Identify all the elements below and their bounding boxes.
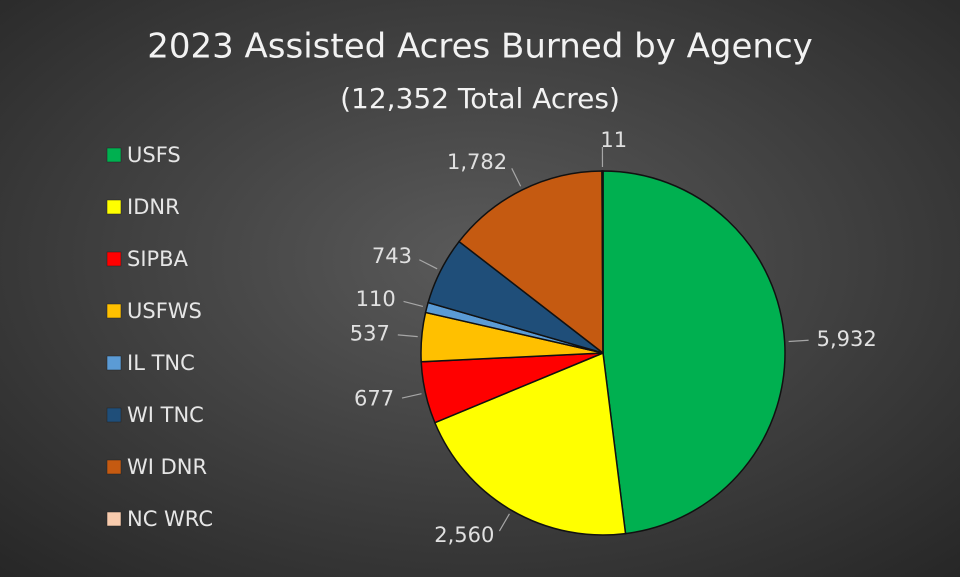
data-label: 1,782 <box>447 150 507 174</box>
chart-title: 2023 Assisted Acres Burned by Agency <box>147 27 813 67</box>
legend-swatch <box>106 459 122 475</box>
legend-swatch <box>106 147 122 163</box>
pie-slice <box>601 170 604 354</box>
data-label: 537 <box>350 321 390 345</box>
legend-label: NC WRC <box>127 507 213 531</box>
legend-label: USFWS <box>127 299 202 323</box>
legend-label: IL TNC <box>127 351 195 375</box>
legend-swatch <box>106 407 122 423</box>
legend-label: IDNR <box>127 195 180 219</box>
pie-slice <box>458 170 604 355</box>
legend-label: USFS <box>127 143 181 167</box>
data-label: 5,932 <box>817 327 877 351</box>
leader-line <box>397 334 418 338</box>
leader-line <box>419 259 438 270</box>
legend-label: SIPBA <box>127 247 189 271</box>
legend-swatch <box>106 511 122 527</box>
data-label: 11 <box>600 128 627 152</box>
legend-swatch <box>106 303 122 319</box>
pie-slice <box>433 351 627 536</box>
leader-line <box>498 513 510 532</box>
data-label: 110 <box>356 287 396 311</box>
leader-line <box>403 300 424 308</box>
legend-swatch <box>106 251 122 267</box>
legend-swatch <box>106 355 122 371</box>
data-label: 677 <box>354 386 394 410</box>
legend-label: WI TNC <box>127 403 204 427</box>
leader-line <box>788 339 809 343</box>
legend-swatch <box>106 199 122 215</box>
legend-label: WI DNR <box>127 455 207 479</box>
data-label: 743 <box>372 244 412 268</box>
leader-line <box>511 168 522 187</box>
leader-line <box>401 393 422 399</box>
chart-subtitle: (12,352 Total Acres) <box>340 82 620 115</box>
pie-slice <box>602 170 786 535</box>
data-label: 2,560 <box>434 523 494 547</box>
